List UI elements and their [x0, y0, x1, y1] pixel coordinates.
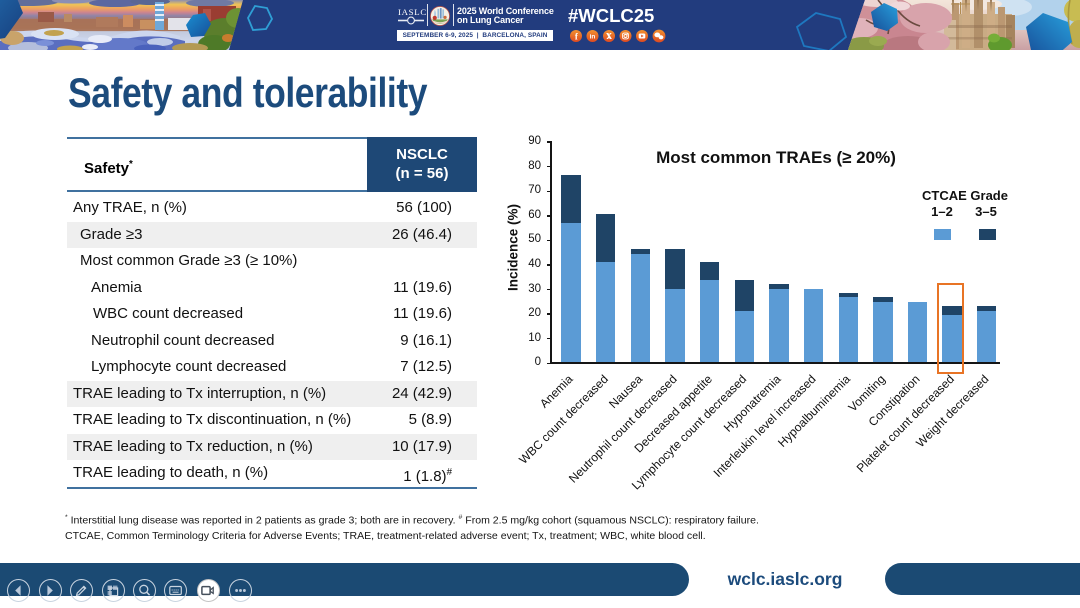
svg-text:f: f [575, 31, 579, 41]
svg-text:in: in [590, 34, 596, 41]
